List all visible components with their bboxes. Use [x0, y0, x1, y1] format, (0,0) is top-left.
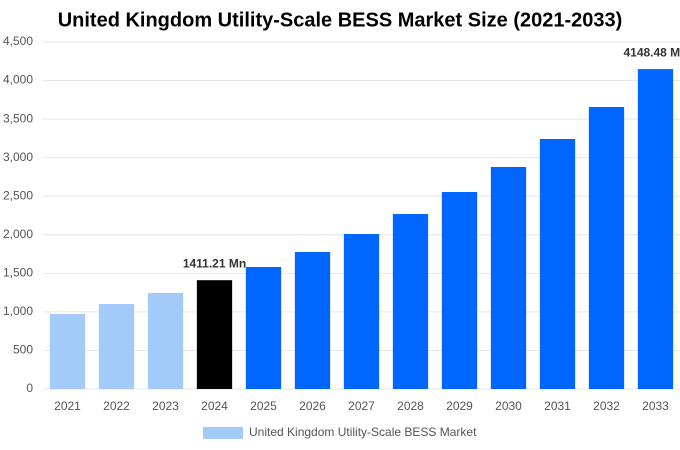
x-tick-label: 2027	[348, 399, 375, 413]
bar	[490, 166, 527, 389]
x-tick-label: 2024	[201, 399, 228, 413]
bar	[588, 107, 625, 389]
y-tick-label: 1,500	[3, 266, 33, 280]
value-label: 4148.48 Mn	[623, 45, 680, 59]
x-tick-label: 2029	[446, 399, 473, 413]
x-tick-label: 2026	[299, 399, 326, 413]
bar	[245, 267, 282, 389]
x-tick-label: 2021	[54, 399, 81, 413]
chart-title: United Kingdom Utility-Scale BESS Market…	[58, 9, 623, 31]
x-tick-label: 2030	[495, 399, 522, 413]
bar	[637, 69, 674, 390]
y-tick-label: 3,500	[3, 111, 33, 125]
bar	[392, 214, 429, 389]
x-tick-label: 2032	[593, 399, 620, 413]
y-tick-label: 3,000	[3, 150, 33, 164]
x-tick-label: 2022	[103, 399, 130, 413]
legend-swatch	[203, 427, 243, 439]
y-tick-label: 500	[13, 343, 33, 357]
y-tick-label: 1,000	[3, 304, 33, 318]
x-tick-label: 2023	[152, 399, 179, 413]
y-tick-label: 2,500	[3, 188, 33, 202]
bar	[147, 292, 184, 389]
y-tick-label: 2,000	[3, 227, 33, 241]
bar	[196, 280, 233, 389]
bar	[441, 191, 478, 389]
x-tick-label: 2033	[642, 399, 669, 413]
bar	[49, 313, 86, 389]
bar	[294, 251, 331, 389]
y-tick-label: 4,000	[3, 73, 33, 87]
bar	[343, 234, 380, 389]
y-tick-label: 4,500	[3, 34, 33, 48]
x-tick-label: 2028	[397, 399, 424, 413]
x-tick-label: 2031	[544, 399, 571, 413]
bar	[539, 139, 576, 389]
legend-label: United Kingdom Utility-Scale BESS Market	[249, 425, 477, 439]
bar	[98, 304, 135, 389]
y-tick-label: 0	[26, 381, 33, 395]
x-tick-label: 2025	[250, 399, 277, 413]
value-label: 1411.21 Mn	[183, 256, 246, 270]
